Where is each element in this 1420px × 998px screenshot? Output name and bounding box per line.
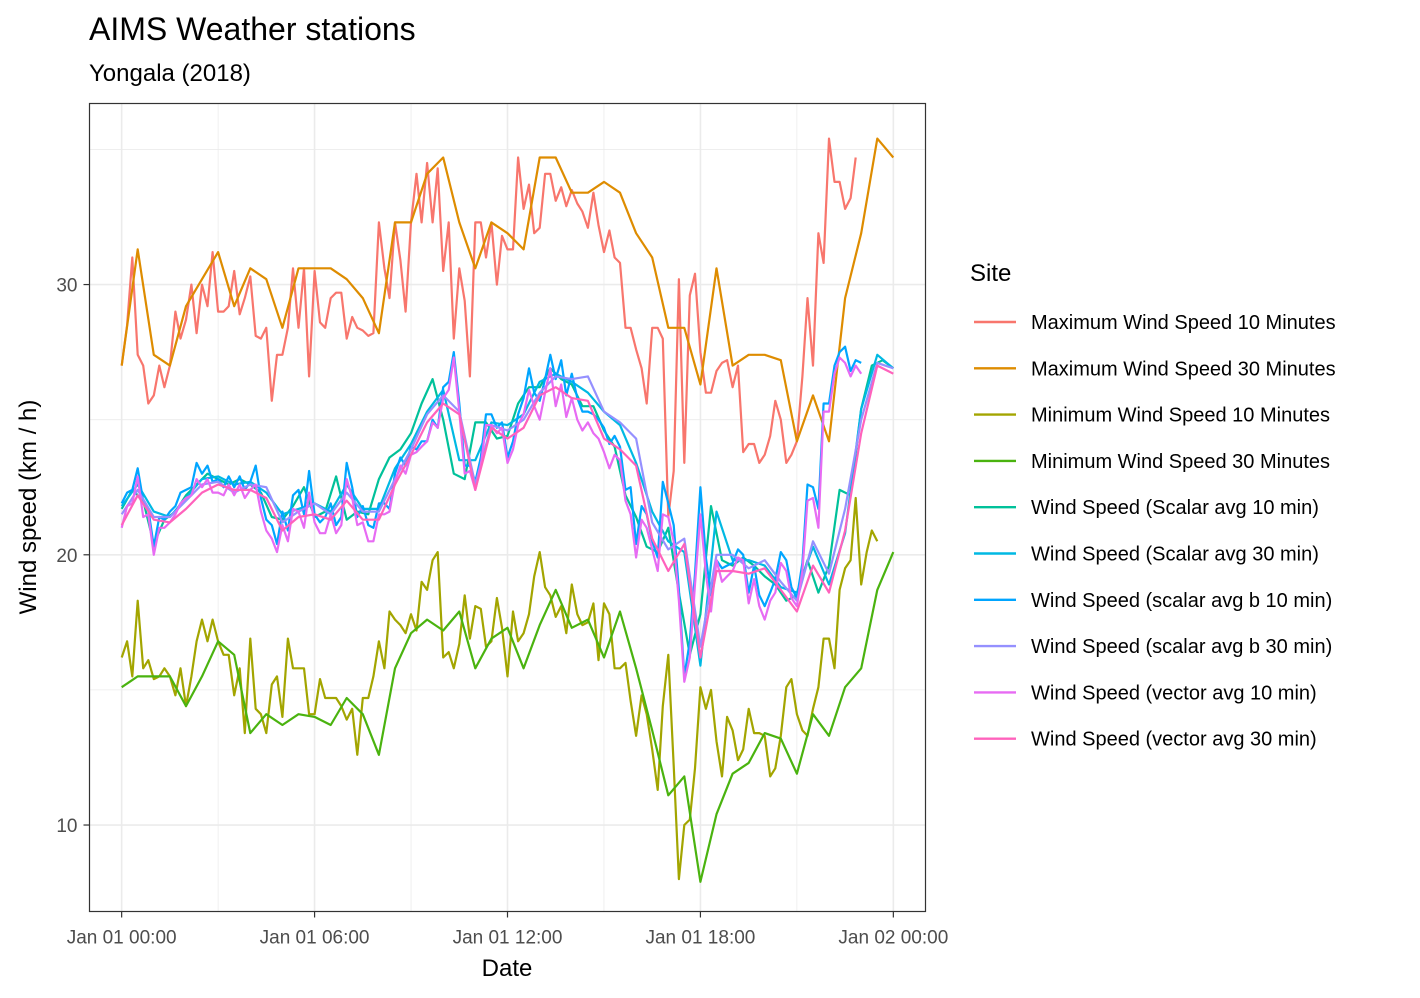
x-tick-label: Jan 02 00:00 [838, 928, 948, 949]
y-tick-label: 30 [56, 276, 77, 297]
legend-label: Wind Speed (vector avg 30 min) [1031, 729, 1317, 751]
legend-title: Site [970, 260, 1011, 287]
legend-label: Wind Speed (scalar avg b 10 min) [1031, 590, 1332, 612]
y-tick-label: 10 [56, 816, 77, 837]
legend-item: Wind Speed (scalar avg b 30 min) [974, 636, 1332, 658]
legend-item: Wind Speed (Scalar avg 30 min) [974, 544, 1319, 566]
series-line-9 [120, 356, 863, 683]
legend-label: Maximum Wind Speed 30 Minutes [1031, 358, 1336, 380]
legend: Site Maximum Wind Speed 10 MinutesMaximu… [970, 260, 1336, 751]
legend-label: Wind Speed (scalar avg b 30 min) [1031, 636, 1332, 658]
legend-item: Maximum Wind Speed 10 Minutes [974, 312, 1336, 334]
series-line-10 [120, 364, 894, 659]
legend-item: Maximum Wind Speed 30 Minutes [974, 358, 1336, 380]
y-tick-label: 20 [56, 546, 77, 567]
legend-label: Maximum Wind Speed 10 Minutes [1031, 312, 1336, 334]
legend-label: Wind Speed (vector avg 10 min) [1031, 682, 1317, 704]
legend-label: Minimum Wind Speed 10 Minutes [1031, 405, 1330, 427]
legend-items: Maximum Wind Speed 10 Minutes Maximum Win… [974, 312, 1336, 751]
y-axis-title: Wind speed (km / h) [15, 400, 42, 615]
x-axis-title: Date [482, 955, 533, 982]
legend-item: Wind Speed (vector avg 10 min) [974, 682, 1317, 704]
series-line-2 [120, 137, 895, 443]
x-tick-label: Jan 01 18:00 [645, 928, 755, 949]
series-line-3 [120, 496, 879, 881]
series-line-4 [121, 551, 895, 883]
legend-item: Wind Speed (scalar avg b 10 min) [974, 590, 1332, 612]
chart-title: AIMS Weather stations [89, 11, 416, 47]
x-tick-label: Jan 01 00:00 [67, 928, 177, 949]
grid [89, 103, 926, 912]
legend-label: Wind Speed (Scalar avg 10 min) [1031, 497, 1319, 519]
legend-item: Wind Speed (vector avg 30 min) [974, 729, 1317, 751]
series-lines [120, 137, 895, 883]
series-line-1 [120, 137, 857, 519]
legend-label: Minimum Wind Speed 30 Minutes [1031, 451, 1330, 473]
legend-item: Minimum Wind Speed 10 Minutes [974, 405, 1330, 427]
x-tick-label: Jan 01 06:00 [260, 928, 370, 949]
legend-item: Wind Speed (Scalar avg 10 min) [974, 497, 1319, 519]
series-line-8 [120, 361, 894, 648]
x-tick-label: Jan 01 12:00 [453, 928, 563, 949]
legend-label: Wind Speed (Scalar avg 30 min) [1031, 544, 1319, 566]
chart-subtitle: Yongala (2018) [89, 60, 251, 87]
axes: Jan 01 00:00 Jan 01 06:00 Jan 01 12:00 Jan … [56, 276, 948, 949]
legend-item: Minimum Wind Speed 30 Minutes [974, 451, 1330, 473]
